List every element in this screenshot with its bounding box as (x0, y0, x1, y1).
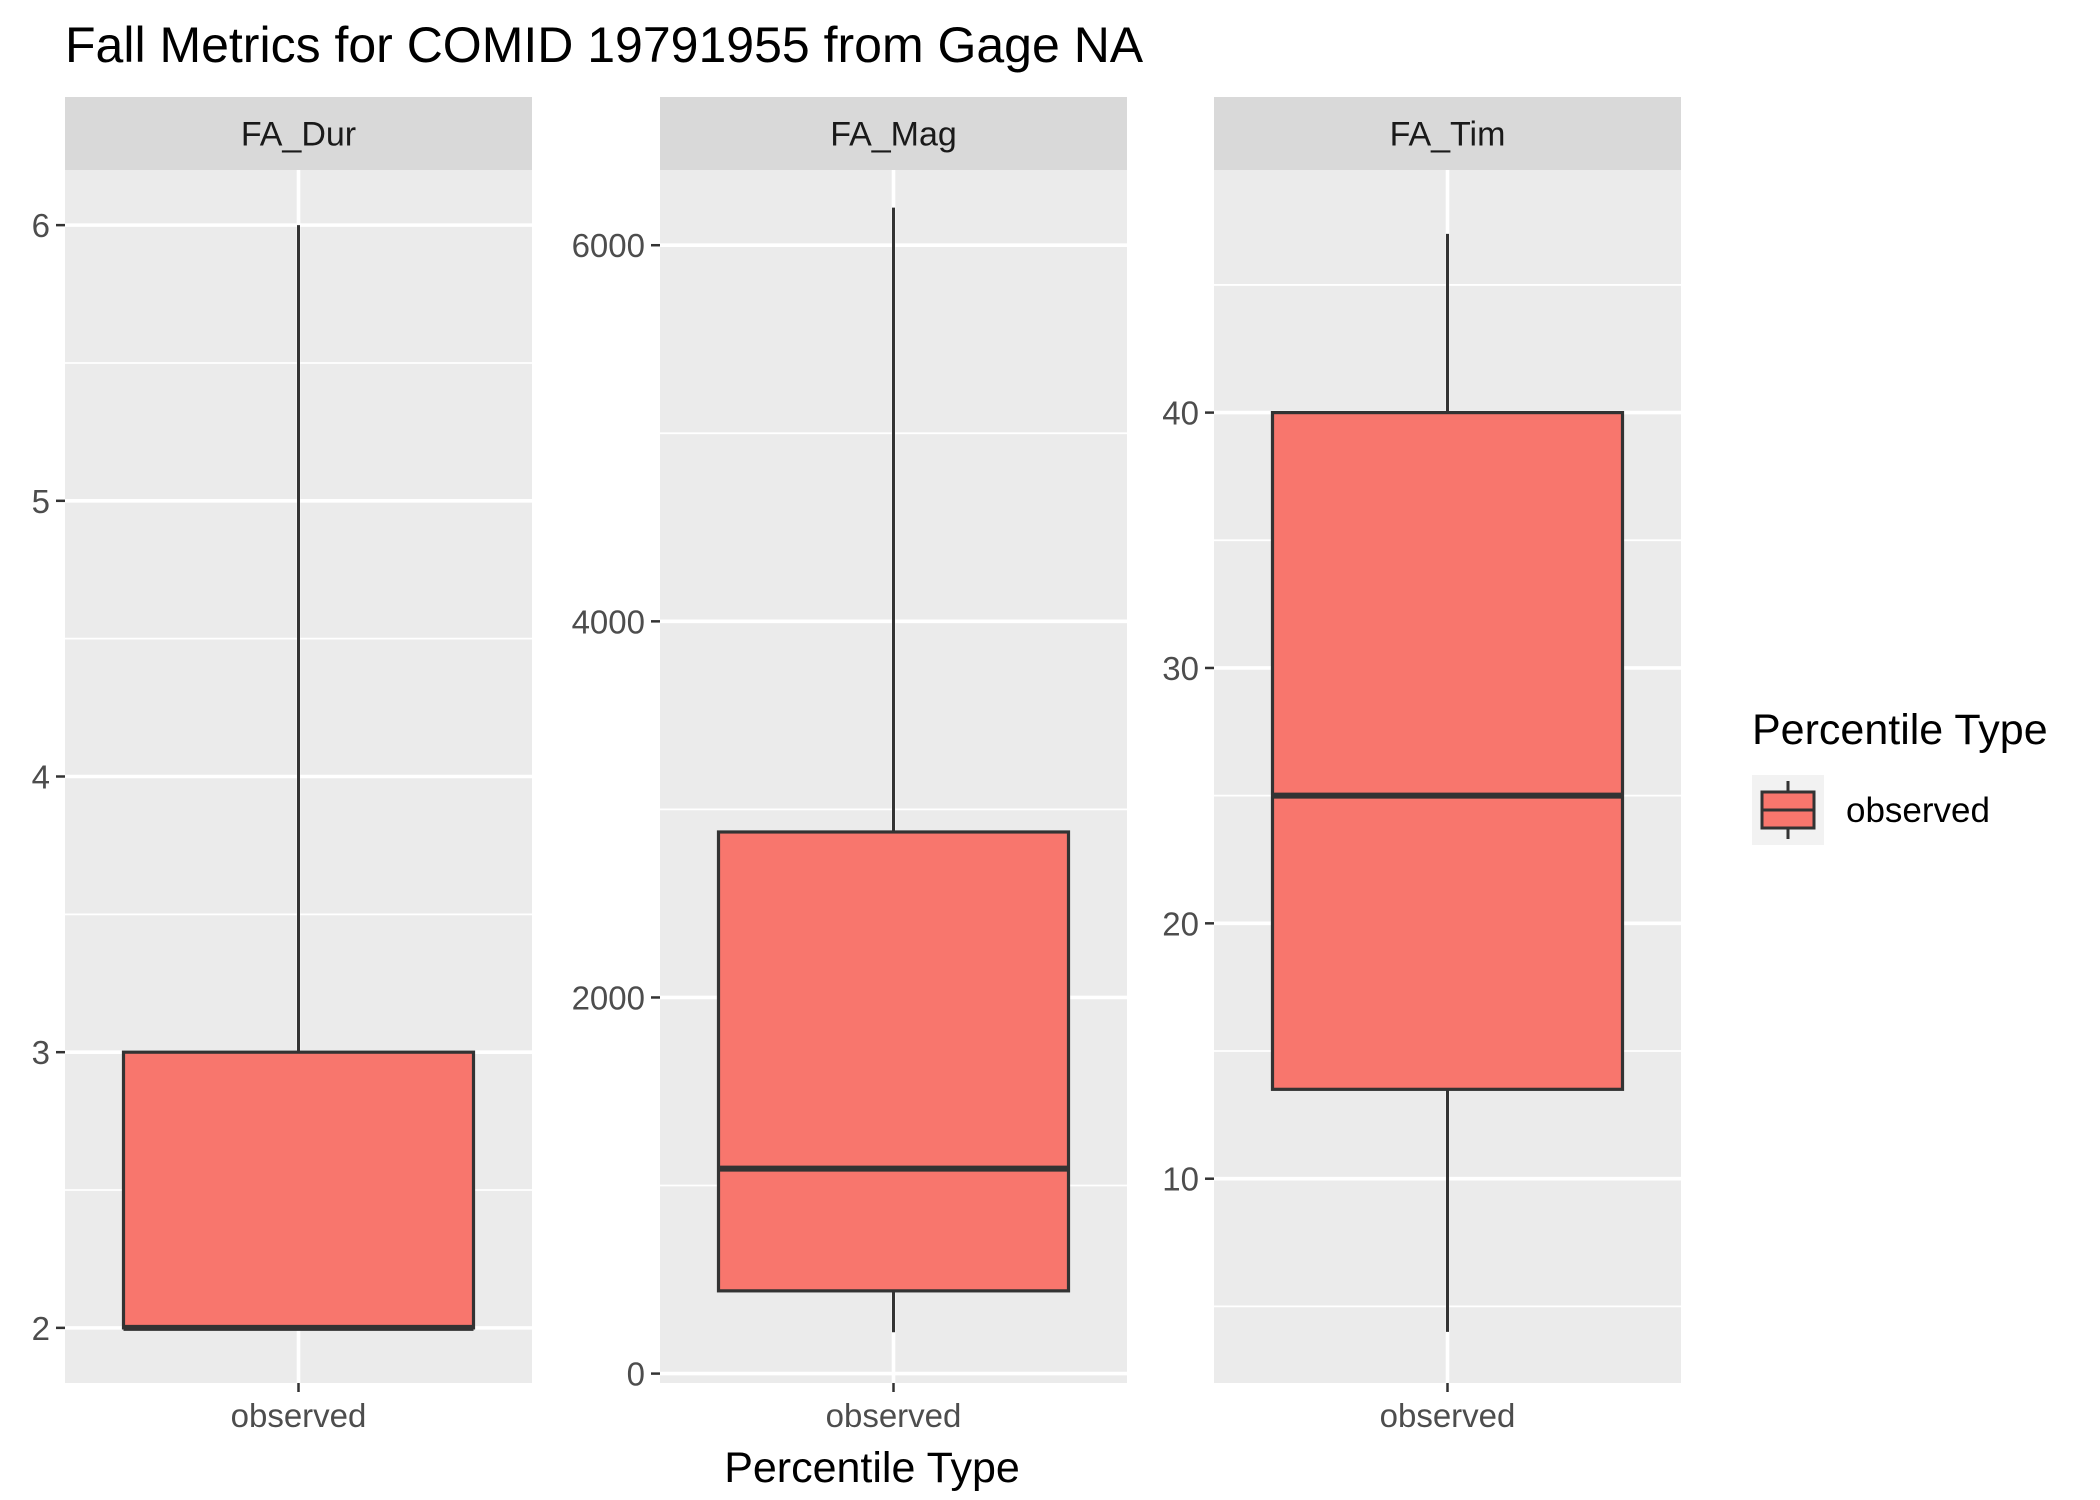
y-tick-label: 0 (627, 1356, 645, 1393)
legend-title: Percentile Type (1752, 706, 2048, 754)
y-tick-label: 2 (32, 1310, 50, 1347)
box-iqr (121, 1050, 476, 1330)
box-iqr (716, 830, 1071, 1293)
x-axis-title: Percentile Type (724, 1444, 1020, 1492)
facet-strip (660, 97, 1127, 170)
facet-strip-label: FA_Tim (1390, 116, 1506, 154)
y-tick-label: 40 (1162, 395, 1199, 432)
y-tick-label: 20 (1162, 905, 1199, 942)
facet-strip (65, 97, 532, 170)
facet-panels: FA_Dur 2 3 4 5 6 observed FA_Mag 0 2000 4000 6000 ob… (32, 97, 1681, 1434)
legend-entries: observed (1752, 775, 1990, 845)
y-tick-label: 5 (32, 483, 50, 520)
facet-strip (1214, 97, 1681, 170)
legend-entry: observed (1752, 775, 1990, 845)
facet-panel-fa-tim: FA_Tim 10 20 30 40 observed (1162, 97, 1681, 1434)
facet-panel-fa-mag: FA_Mag 0 2000 4000 6000 observed (572, 97, 1127, 1434)
y-tick-label: 3 (32, 1034, 50, 1071)
y-tick-label: 30 (1162, 650, 1199, 687)
chart-title: Fall Metrics for COMID 19791955 from Gag… (65, 17, 1144, 73)
y-tick-label: 2000 (572, 979, 645, 1016)
x-tick-label: observed (231, 1397, 367, 1434)
x-tick-label: observed (826, 1397, 962, 1434)
facet-strip-label: FA_Mag (830, 116, 957, 154)
y-tick-label: 4000 (572, 603, 645, 640)
y-tick-label: 6000 (572, 227, 645, 264)
facet-strip-label: FA_Dur (241, 116, 356, 154)
box-iqr (1270, 411, 1625, 1091)
y-tick-label: 4 (32, 759, 50, 796)
legend-label: observed (1846, 791, 1990, 830)
legend: Percentile Type observed (1752, 706, 2048, 845)
y-tick-label: 10 (1162, 1161, 1199, 1198)
facet-panel-fa-dur: FA_Dur 2 3 4 5 6 observed (32, 97, 532, 1434)
y-tick-label: 6 (32, 207, 50, 244)
x-tick-label: observed (1380, 1397, 1516, 1434)
